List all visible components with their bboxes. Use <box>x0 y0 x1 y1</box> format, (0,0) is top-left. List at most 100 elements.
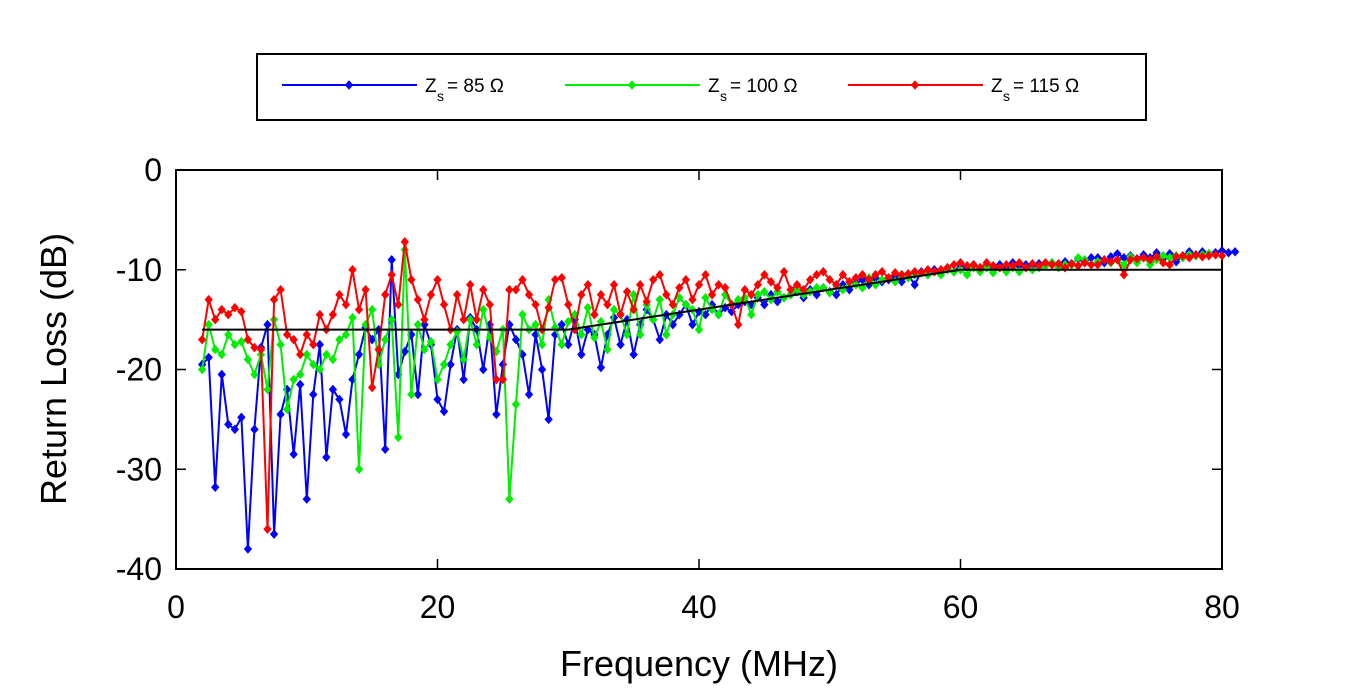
data-point <box>537 339 547 350</box>
limit-line <box>202 268 1222 331</box>
data-point <box>243 544 253 554</box>
data-point <box>616 339 625 350</box>
data-point <box>309 339 318 350</box>
data-point <box>760 286 769 297</box>
y-tick-label: 0 <box>144 152 162 188</box>
data-point <box>237 336 246 347</box>
data-point <box>341 329 351 340</box>
data-point <box>322 452 331 463</box>
y-tick-label: -10 <box>116 252 162 288</box>
data-point <box>250 424 259 435</box>
data-point <box>439 406 449 417</box>
data-point <box>269 529 279 539</box>
legend-subscript: s <box>720 88 727 104</box>
data-point <box>472 314 481 325</box>
data-point <box>1054 259 1063 269</box>
data-point <box>348 312 357 323</box>
data-point <box>1067 259 1076 269</box>
x-axis-title: Frequency (MHz) <box>560 643 838 684</box>
data-point <box>1100 255 1109 265</box>
data-point <box>910 279 919 290</box>
data-point <box>629 289 638 300</box>
data-point <box>583 302 593 313</box>
legend-label: = 100 Ω <box>730 76 798 97</box>
data-point <box>524 289 534 300</box>
data-point <box>439 359 449 370</box>
data-point <box>583 279 593 290</box>
data-point <box>439 299 449 310</box>
data-point <box>348 264 357 275</box>
data-point <box>354 304 364 315</box>
data-point <box>335 334 344 345</box>
data-point <box>459 314 468 325</box>
data-point <box>1028 259 1037 269</box>
data-point <box>714 279 723 290</box>
data-point <box>1132 254 1142 264</box>
data-point <box>296 349 305 360</box>
data-point <box>511 334 521 345</box>
data-point <box>642 296 651 307</box>
data-point <box>590 309 599 320</box>
data-point <box>1126 255 1135 265</box>
data-point <box>1152 252 1161 262</box>
data-point <box>564 339 573 350</box>
legend-marker <box>627 80 637 90</box>
data-point <box>760 269 769 280</box>
data-point <box>197 334 207 345</box>
data-point <box>1185 253 1194 263</box>
data-point <box>714 309 723 320</box>
data-point <box>400 346 409 357</box>
data-point <box>309 359 318 370</box>
data-point <box>237 412 246 423</box>
data-point <box>335 289 344 300</box>
data-point <box>662 329 671 340</box>
legend-subscript: s <box>1003 88 1010 104</box>
data-point <box>747 289 756 300</box>
data-point <box>413 389 423 400</box>
data-point <box>217 349 226 360</box>
data-point <box>838 269 847 280</box>
data-point <box>956 258 965 268</box>
data-point <box>1113 255 1122 265</box>
data-point <box>1106 257 1116 267</box>
data-point <box>681 274 691 285</box>
data-point <box>309 389 318 400</box>
data-point <box>557 339 566 350</box>
data-point <box>276 339 285 350</box>
data-point <box>877 266 887 277</box>
x-tick-label: 60 <box>943 589 979 625</box>
data-point <box>276 284 285 295</box>
data-point <box>302 494 311 504</box>
data-point <box>328 309 338 320</box>
data-point <box>707 289 717 300</box>
data-point <box>289 334 298 345</box>
data-point <box>982 258 991 268</box>
data-point <box>845 284 854 295</box>
data-point <box>485 299 494 310</box>
data-point <box>662 289 671 300</box>
data-point <box>819 266 828 277</box>
data-point <box>341 429 351 440</box>
legend-marker <box>344 80 354 90</box>
legend-subscript: s <box>437 88 444 104</box>
data-point <box>446 339 455 350</box>
data-point <box>335 394 344 405</box>
data-point <box>256 344 266 355</box>
data-point <box>805 274 815 285</box>
data-point <box>655 334 664 345</box>
data-point <box>1080 258 1089 268</box>
data-point <box>701 269 710 280</box>
data-point <box>243 354 253 365</box>
data-point <box>681 299 691 310</box>
data-point <box>1172 252 1181 262</box>
data-point <box>557 272 566 283</box>
data-point <box>511 399 521 410</box>
data-point <box>224 329 233 340</box>
data-point <box>452 289 462 300</box>
data-point <box>230 302 240 313</box>
data-point <box>1015 258 1024 268</box>
data-point <box>825 274 834 285</box>
data-point <box>851 272 861 283</box>
data-point <box>596 289 606 300</box>
data-point <box>354 464 364 475</box>
